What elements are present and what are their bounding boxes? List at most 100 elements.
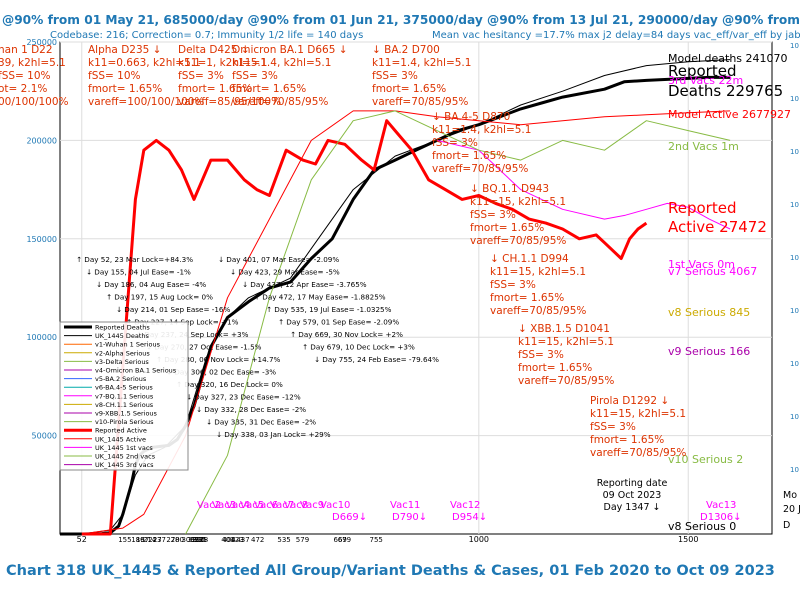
variant-label: vareff=70/85/95% — [518, 375, 614, 387]
right-axis-label: 10 — [790, 466, 799, 474]
lockdown-annotation: ↓ Day 437, 12 Apr Ease= -3.765% — [242, 280, 367, 289]
y-tick-label: 150000 — [26, 235, 57, 244]
series-line-1 — [60, 59, 731, 535]
lockdown-annotation: ↑ Day 197, 15 Aug Lock= 0% — [106, 293, 213, 302]
lockdown-annotation: ↓ Day 338, 03 Jan Lock= +29% — [216, 430, 331, 439]
variant-label: k11=1, k2hl=5.1 — [178, 57, 267, 69]
right-label: Active 27472 — [668, 218, 767, 236]
variant-label: ↓ BA.2 D700 — [372, 44, 440, 56]
variant-label: fmort= 1.65% — [372, 83, 446, 95]
vac-label: Vac11 — [390, 500, 420, 511]
x-day-label: 197 — [136, 536, 149, 544]
lockdown-annotation: ↑ Day 669, 30 Nov Lock= +2% — [290, 330, 403, 339]
variant-label: fmort= 1.65% — [518, 362, 592, 374]
variant-label: fmort= 1.65% — [432, 150, 506, 162]
lockdown-annotation: ↓ Day 237, 24 Sep Lock= +3% — [136, 330, 249, 339]
y-tick-label: 100000 — [26, 333, 57, 342]
x-day-label: 472 — [251, 536, 264, 544]
vac-label: Vac10 — [320, 500, 350, 511]
variant-label: fSS= 3% — [590, 421, 636, 433]
right-label: v7 Serious 4067 — [668, 265, 757, 278]
lockdown-annotation: ↓ Day 270, 27 Oct Ease= -1.5% — [146, 343, 262, 352]
x-tick-label: 52 — [77, 535, 87, 544]
variant-label: fSS= 3% — [490, 279, 536, 291]
variant-label: ↓ BA.4-5 D870 — [432, 111, 510, 123]
right-axis-label: 10 — [790, 254, 799, 262]
series-line-2 — [81, 119, 648, 536]
variant-label: vareff=70/85/95% — [490, 305, 586, 317]
variant-label: fSS= 3% — [518, 349, 564, 361]
reporting-date: 09 Oct 2023 — [603, 490, 662, 501]
right-axis-label: 10 — [790, 360, 799, 368]
variant-label: ↓ BQ.1.1 D943 — [470, 183, 549, 195]
variant-label: ↓ XBB.1.5 D1041 — [518, 323, 610, 335]
y-tick-label: 250000 — [26, 38, 57, 47]
x-day-label: 332 — [192, 536, 205, 544]
right-axis-label: 10 — [790, 413, 799, 421]
x-day-label: 237 — [153, 536, 166, 544]
reporting-date: Reporting date — [597, 478, 668, 489]
variant-label: fSS= 3% — [178, 70, 224, 82]
variant-label: k11=1.4, k2hl=5.1 — [372, 57, 471, 69]
series-line-4 — [436, 139, 731, 230]
right-label: Reported — [668, 199, 736, 217]
vac-label: Vac5 — [240, 500, 264, 511]
variant-label: Delta D425 ↓ — [178, 44, 250, 56]
legend-label: v7-BQ.1.1 Serious — [95, 392, 154, 400]
variant-label: fmort= 1.65% — [470, 222, 544, 234]
right-label: v10 Serious 2 — [668, 453, 743, 466]
variant-label: ↓ CH.1.1 D994 — [490, 253, 569, 265]
x-day-label: 214 — [143, 536, 157, 544]
x-day-label: 227 — [148, 536, 161, 544]
variant-label: vareff=70/85/95% — [372, 96, 468, 108]
header-line-1: @90% from 01 May 21, 685000/day @90% fro… — [2, 13, 800, 27]
x-day-label: 669 — [334, 536, 347, 544]
lockdown-annotation: ↓ Day 335, 31 Dec Ease= -2% — [206, 418, 316, 427]
x-day-label: 186 — [131, 536, 145, 544]
variant-label: fSS= 3% — [232, 70, 278, 82]
variant-label: fSS= 10% — [0, 70, 51, 82]
legend-label: v5-BA.2 Serious — [95, 375, 147, 383]
variant-label: vareff=70/85/95% — [470, 235, 566, 247]
right-edge-text: Mo — [783, 490, 797, 501]
lockdown-annotation: ↓ Day 327, 23 Dec Ease= -12% — [186, 393, 301, 402]
vac-label: Vac9 — [300, 500, 324, 511]
legend-label: Reported Active — [95, 427, 147, 435]
right-label: v8 Serious 0 — [668, 520, 736, 533]
variant-label: fmort= 1.65% — [88, 83, 162, 95]
right-label: Reported — [668, 62, 736, 80]
x-tick-label: 1000 — [469, 535, 489, 544]
right-label: Model deaths 241070 — [668, 52, 788, 65]
lockdown-annotation: ↓ Day 306, 02 Dec Ease= -3% — [166, 368, 276, 377]
x-day-label: 270 — [166, 536, 179, 544]
variant-label: vareff=70/85/95% — [590, 447, 686, 459]
legend-label: v9-XBB.1.5 Serious — [95, 410, 158, 418]
vac-label: Vac7 — [270, 500, 294, 511]
variant-label: k11=1.4, k2hl=5.1 — [432, 124, 531, 136]
vac-label: Vac4 — [226, 500, 250, 511]
legend-label: v2-Alpha Serious — [95, 349, 150, 357]
x-day-label: 327 — [190, 536, 203, 544]
variant-label: ot= 2.1% — [0, 83, 47, 95]
lockdown-annotation: ↓ Day 186, 04 Aug Ease= -4% — [96, 280, 206, 289]
variant-label: 00/100/100% — [0, 96, 69, 108]
vac-label: Vac13 — [706, 500, 736, 511]
lockdown-annotation: ↓ Day 155, 04 Jul Ease= -1% — [86, 268, 191, 277]
right-edge-text: D — [783, 520, 790, 531]
x-day-label: 338 — [195, 536, 208, 544]
lockdown-annotation: ↑ Day 52, 23 Mar Lock=+84.3% — [76, 255, 193, 264]
y-tick-label: 50000 — [32, 432, 57, 441]
vac-label: D1306↓ — [700, 512, 742, 523]
lockdown-annotation: ↑ Day 579, 01 Sep Ease= -2.09% — [278, 318, 399, 327]
variant-label: k11=0.663, k2hl=5.1 — [88, 57, 201, 69]
vac-label: Vac2 — [197, 500, 221, 511]
right-axis-label: 10 — [790, 95, 799, 103]
variant-label: fmort= 1.65% — [490, 292, 564, 304]
x-tick-label: 1500 — [678, 535, 698, 544]
lockdown-annotation: ↓ Day 755, 24 Feb Ease= -79.64% — [314, 355, 439, 364]
legend-label: v1-Wuhan 1 Serious — [95, 341, 161, 349]
variant-label: fSS= 3% — [470, 209, 516, 221]
